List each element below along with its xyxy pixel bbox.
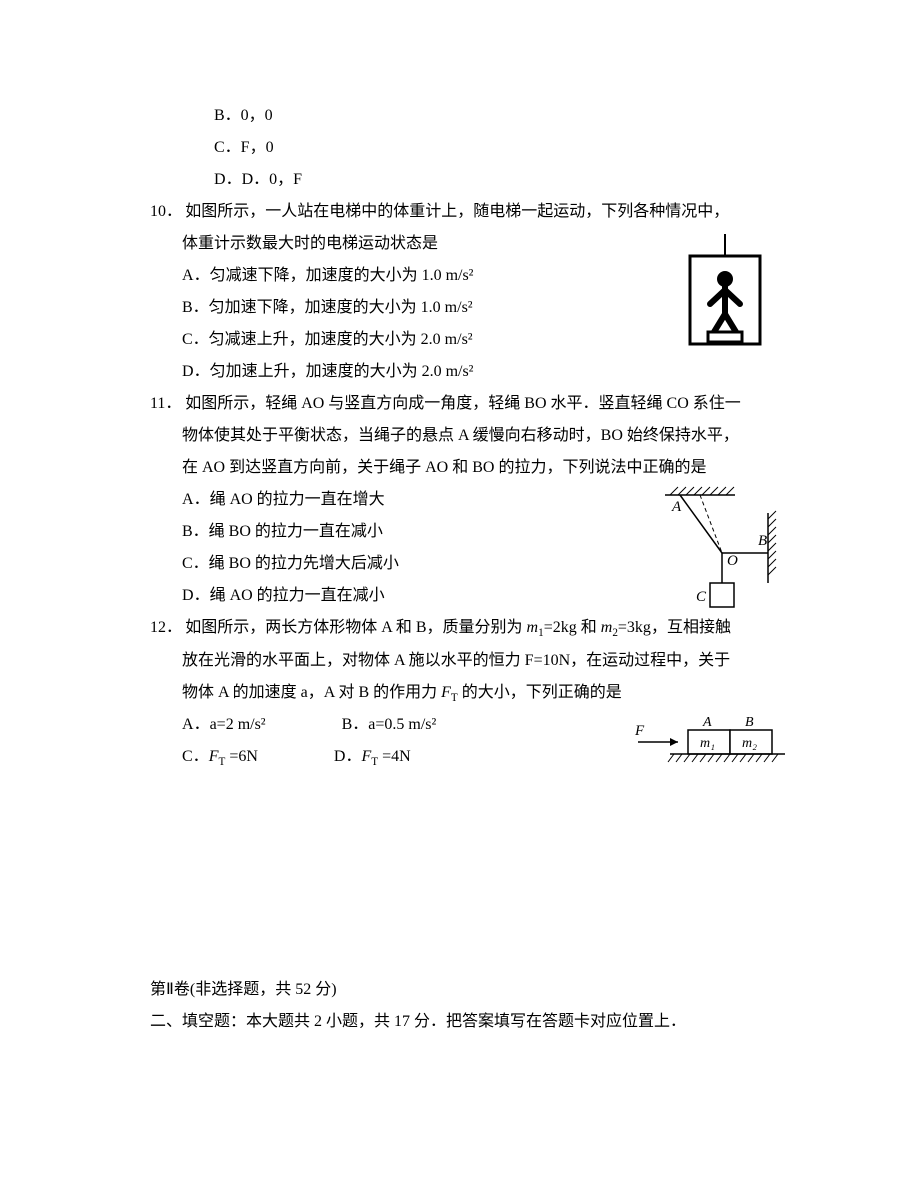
q11-opt-d-label: D	[182, 587, 194, 604]
q12-opt-b-text: ．a=0.5 m/s²	[352, 716, 436, 733]
q12-m1val: =2kg	[544, 619, 577, 636]
q11-stem-line2: 物体使其处于平衡状态，当绳子的悬点 A 缓慢向右移动时，BO 始终保持水平，	[150, 420, 800, 452]
q10-opt-b-label: B	[182, 299, 193, 316]
q12-opt-a-label: A	[182, 716, 194, 733]
q12-stem-line2: 放在光滑的水平面上，对物体 A 施以水平的恒力 F=10N，在运动过程中，关于	[150, 645, 800, 677]
q11-figure: A B O C	[660, 483, 780, 630]
q12-opt-a-text: ．a=2 m/s²	[194, 716, 266, 733]
q11-label-C: C	[696, 589, 707, 605]
q12-stem-line3: 物体 A 的加速度 a，A 对 B 的作用力 FT 的大小，下列正确的是	[150, 677, 800, 710]
q10-stem-1: 如图所示，一人站在电梯中的体重计上，随电梯一起运动，下列各种情况中，	[185, 203, 729, 220]
q12-stem-line1: 12．如图所示，两长方体形物体 A 和 B，质量分别为 m1=2kg 和 m2=…	[150, 612, 800, 645]
q12-opt-c-pre: ．	[193, 748, 209, 765]
q10-number: 10．	[150, 196, 185, 228]
q12-opt-c-post: =6N	[225, 748, 258, 765]
q9-option-b-text: ．0，0	[225, 107, 273, 124]
q11-opt-b-label: B	[182, 523, 193, 540]
q12-number: 12．	[150, 612, 185, 644]
q12-m1v: m	[527, 619, 539, 636]
q9-option-d-text: ．D．0，F	[226, 171, 302, 188]
q10-opt-c-label: C	[182, 331, 193, 348]
q12-label-B: B	[745, 715, 754, 730]
q12-s1c: ，互相接触	[651, 619, 731, 636]
q11-number: 11．	[150, 388, 185, 420]
q11-opt-c-label: C	[182, 555, 193, 572]
q12-label-m2: m₂	[742, 736, 757, 751]
q12-fts: T	[451, 692, 458, 704]
q12-opt-d-var: F	[361, 748, 371, 765]
q10-opt-b-text: ．匀加速下降，加速度的大小为 1.0 m/s²	[193, 299, 473, 316]
q11-label-O: O	[727, 553, 738, 569]
q12-opt-d-post: =4N	[378, 748, 411, 765]
question-11: 11．如图所示，轻绳 AO 与竖直方向成一角度，轻绳 BO 水平．竖直轻绳 CO…	[150, 388, 800, 612]
q12-opt-c-label: C	[182, 748, 193, 765]
q12-label-m1: m₁	[700, 736, 715, 751]
q9-option-d: D．D．0，F	[150, 164, 800, 196]
q12-opt-b-label: B	[342, 716, 353, 733]
q10-opt-c-text: ．匀减速上升，加速度的大小为 2.0 m/s²	[193, 331, 473, 348]
q9-option-b: B．0，0	[150, 100, 800, 132]
q10-opt-a-label: A	[182, 267, 194, 284]
q11-label-B: B	[758, 533, 767, 549]
q9-option-d-label: D	[214, 171, 226, 188]
q10-stem-line1: 10．如图所示，一人站在电梯中的体重计上，随电梯一起运动，下列各种情况中，	[150, 196, 800, 228]
q12-s1a: 如图所示，两长方体形物体 A 和 B，质量分别为	[185, 619, 526, 636]
q11-opt-a-text: ．绳 AO 的拉力一直在增大	[194, 491, 385, 508]
q10-opt-d-text: ．匀加速上升，加速度的大小为 2.0 m/s²	[194, 363, 474, 380]
q10-opt-d-label: D	[182, 363, 194, 380]
q12-s3b: 的大小，下列正确的是	[458, 684, 622, 701]
q11-stem-line3: 在 AO 到达竖直方向前，关于绳子 AO 和 BO 的拉力，下列说法中正确的是	[150, 452, 800, 484]
q11-label-A: A	[671, 499, 682, 515]
q11-stem-1: 如图所示，轻绳 AO 与竖直方向成一角度，轻绳 BO 水平．竖直轻绳 CO 系住…	[185, 395, 741, 412]
q11-opt-a-label: A	[182, 491, 194, 508]
question-10: 10．如图所示，一人站在电梯中的体重计上，随电梯一起运动，下列各种情况中， 体重…	[150, 196, 800, 388]
q11-stem-line1: 11．如图所示，轻绳 AO 与竖直方向成一角度，轻绳 BO 水平．竖直轻绳 CO…	[150, 388, 800, 420]
question-12: 12．如图所示，两长方体形物体 A 和 B，质量分别为 m1=2kg 和 m2=…	[150, 612, 800, 774]
q10-figure	[680, 234, 770, 366]
q11-opt-b-text: ．绳 BO 的拉力一直在减小	[193, 523, 383, 540]
q12-opt-d-label: D	[334, 748, 346, 765]
q12-m2v: m	[601, 619, 613, 636]
q12-s1b: 和	[577, 619, 601, 636]
q12-label-F: F	[634, 723, 645, 739]
q11-opt-c-text: ．绳 BO 的拉力先增大后减小	[193, 555, 399, 572]
q12-opt-d-pre: ．	[345, 748, 361, 765]
section-2-heading: 第Ⅱ卷(非选择题，共 52 分)	[150, 974, 800, 1006]
q12-figure: F A B m₁ m₂	[630, 712, 790, 779]
q12-ftv: F	[441, 684, 451, 701]
q12-m2val: =3kg	[618, 619, 651, 636]
q11-opt-d-text: ．绳 AO 的拉力一直在减小	[194, 587, 385, 604]
q9-option-c-text: ．F，0	[225, 139, 274, 156]
q9-option-c: C．F，0	[150, 132, 800, 164]
q9-option-b-label: B	[214, 107, 225, 124]
q12-opt-c-var: F	[209, 748, 219, 765]
q10-opt-a-text: ．匀减速下降，加速度的大小为 1.0 m/s²	[194, 267, 474, 284]
q12-label-A: A	[702, 715, 712, 730]
section-2-instruction: 二、填空题：本大题共 2 小题，共 17 分．把答案填写在答题卡对应位置上．	[150, 1006, 800, 1038]
q9-option-c-label: C	[214, 139, 225, 156]
q12-s3a: 物体 A 的加速度 a，A 对 B 的作用力	[182, 684, 441, 701]
